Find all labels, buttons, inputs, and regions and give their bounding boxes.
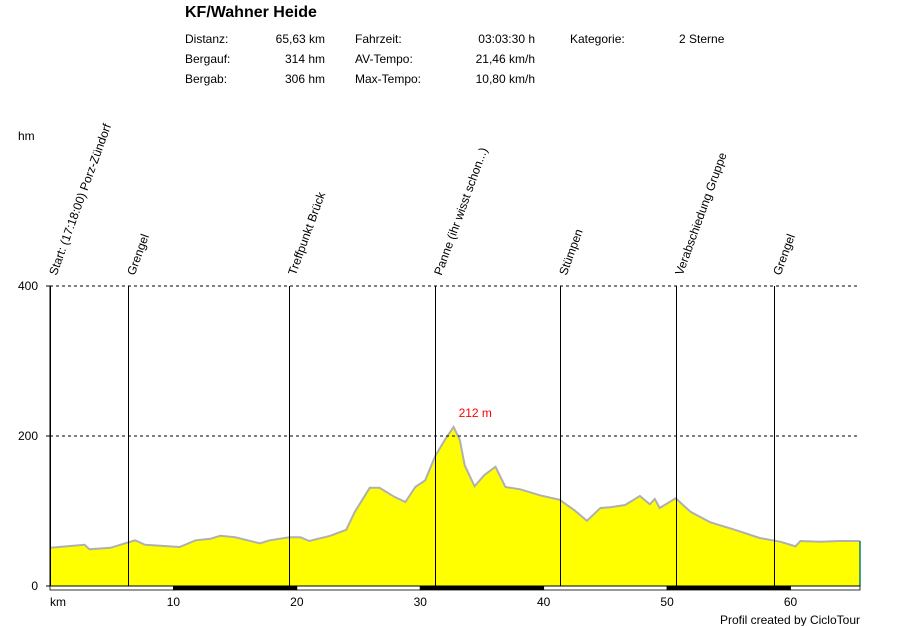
waypoint-label: Panne (ihr wisst schon...) [431, 146, 490, 277]
waypoint-label: Treffpunkt Brück [285, 189, 328, 277]
waypoint-label: Verabschiedung Gruppe [672, 150, 730, 277]
km-scale-segment [296, 585, 421, 591]
y-tick-label: 400 [18, 279, 38, 293]
elevation-area [50, 427, 860, 586]
km-scale-segment [790, 585, 861, 591]
stat-label-time: Fahrzeit: [355, 32, 402, 46]
x-tick-label: 50 [660, 595, 674, 609]
x-tick-label: 40 [537, 595, 551, 609]
stat-label-category: Kategorie: [570, 32, 625, 46]
footer-credit: Profil created by CicloTour [720, 613, 860, 626]
waypoint-label: Grengel [124, 232, 152, 277]
stat-label-descent: Bergab: [185, 72, 228, 86]
km-scale-segment [543, 585, 668, 591]
km-scale-segment [173, 585, 298, 591]
x-tick-label: 30 [414, 595, 428, 609]
stat-value-descent: 306 hm [284, 72, 325, 86]
km-scale-segment [666, 585, 791, 591]
km-scale-segment [419, 585, 545, 591]
stat-value-category: 2 Sterne [679, 32, 725, 46]
max-elevation-label: 212 m [459, 406, 492, 420]
y-tick-label: 0 [31, 579, 38, 593]
elevation-line [49, 425, 860, 551]
tour-title: KF/Wahner Heide [185, 4, 317, 21]
y-axis-label: hm [18, 129, 35, 143]
x-axis-label: km [50, 595, 66, 609]
x-tick-label: 60 [784, 595, 798, 609]
stat-value-ascent: 314 hm [284, 52, 325, 66]
waypoint-label: Start: (17:18:00) Porz-Zündorf [46, 121, 114, 277]
waypoint-label: Stümpen [556, 227, 586, 277]
x-tick-label: 20 [290, 595, 304, 609]
stat-value-max-speed: 10,80 km/h [475, 72, 535, 86]
y-tick-label: 200 [18, 429, 38, 443]
stat-label-max-speed: Max-Tempo: [355, 72, 422, 86]
stat-value-distance: 65,63 km [275, 32, 325, 46]
x-tick-label: 10 [167, 595, 181, 609]
stat-label-distance: Distanz: [185, 32, 229, 46]
stat-label-avg-speed: AV-Tempo: [355, 52, 413, 66]
stat-value-avg-speed: 21,46 km/h [475, 52, 535, 66]
km-scale-segment [49, 585, 174, 591]
stat-label-ascent: Bergauf: [185, 52, 231, 66]
waypoint-label: Grengel [770, 232, 798, 277]
stat-value-time: 03:03:30 h [478, 32, 535, 46]
